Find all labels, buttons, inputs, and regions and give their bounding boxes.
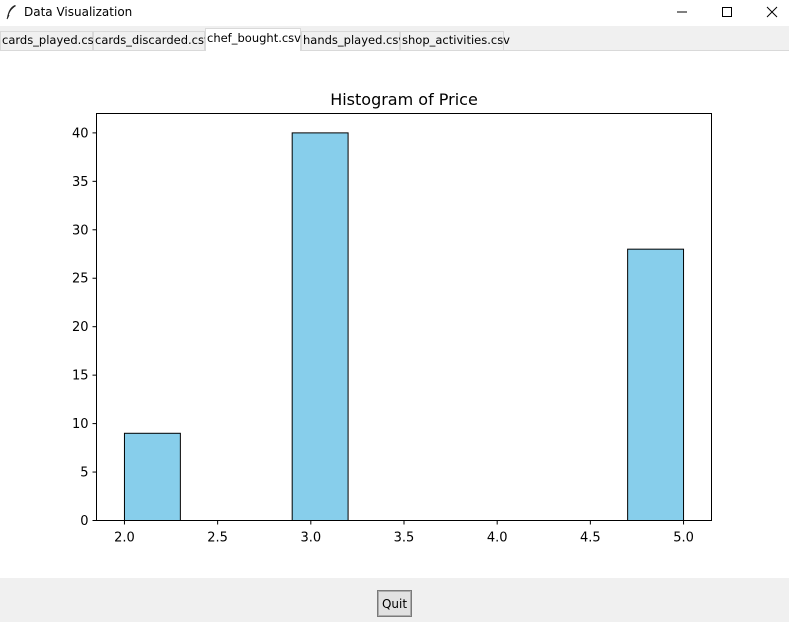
maximize-button[interactable]	[704, 0, 750, 26]
x-tick-label: 3.0	[300, 531, 321, 546]
y-tick-label: 25	[72, 272, 89, 287]
x-tick-label: 2.0	[114, 531, 135, 546]
histogram-bar	[627, 248, 685, 522]
chart-title: Histogram of Price	[330, 90, 478, 109]
tab-chef-bought[interactable]: chef_bought.csv	[205, 28, 301, 51]
x-tick-label: 4.0	[487, 531, 508, 546]
x-axis: 2.0 2.5 3.0 3.5 4.0 4.5 5.0	[114, 520, 694, 546]
window-title: Data Visualization	[24, 5, 133, 19]
minimize-button[interactable]	[659, 0, 705, 26]
x-tick-label: 3.5	[394, 531, 415, 546]
close-icon	[766, 6, 778, 18]
x-tick-label: 4.5	[580, 531, 601, 546]
plot-frame	[96, 113, 712, 521]
feather-icon	[6, 5, 16, 20]
x-tick-label: 2.5	[207, 531, 228, 546]
x-tick-label: 5.0	[673, 531, 694, 546]
minimize-icon	[677, 11, 687, 13]
tab-cards-played[interactable]: cards_played.csv	[0, 31, 100, 50]
y-tick-label: 0	[80, 514, 88, 529]
bottom-bar: Quit	[0, 578, 789, 622]
y-tick-label: 5	[80, 466, 88, 481]
tab-bar: cards_played.csv cards_discarded.csv che…	[0, 26, 789, 51]
y-tick-label: 10	[72, 417, 89, 432]
maximize-icon	[722, 7, 732, 17]
y-tick-label: 20	[72, 320, 89, 335]
quit-button[interactable]: Quit	[377, 590, 412, 617]
bars-group	[123, 132, 685, 522]
y-tick-label: 40	[72, 126, 89, 141]
y-tick-label: 35	[72, 175, 89, 190]
tab-shop-activities[interactable]: shop_activities.csv	[400, 31, 510, 50]
chart-canvas-area: Histogram of Price 0 5 10 15 20 25 30 35 40 2.0 2…	[0, 51, 789, 578]
histogram-bar	[291, 132, 349, 521]
tab-cards-discarded[interactable]: cards_discarded.csv	[93, 31, 211, 50]
y-tick-label: 30	[72, 223, 89, 238]
title-bar[interactable]: Data Visualization	[0, 0, 789, 26]
histogram-bar	[123, 432, 181, 521]
tab-hands-played[interactable]: hands_played.csv	[301, 31, 405, 50]
close-button[interactable]	[749, 0, 789, 26]
y-tick-label: 15	[72, 369, 89, 384]
y-axis: 0 5 10 15 20 25 30 35 40	[72, 126, 97, 529]
